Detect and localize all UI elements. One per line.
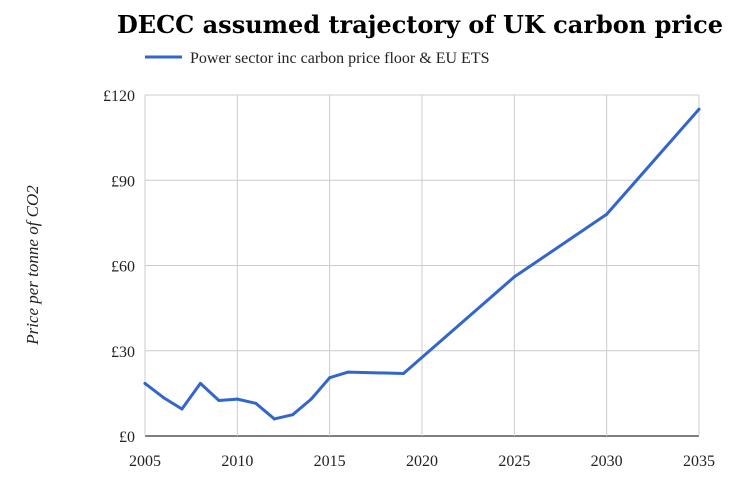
y-tick-label: £120	[103, 88, 135, 105]
y-tick-label: £30	[111, 344, 135, 361]
legend-label: Power sector inc carbon price floor & EU…	[190, 50, 489, 67]
data-point	[512, 275, 516, 279]
series-layer	[143, 107, 701, 421]
data-point	[235, 397, 239, 401]
data-point	[217, 398, 221, 402]
x-tick-label: 2025	[498, 453, 530, 470]
x-tick-label: 2010	[221, 453, 253, 470]
x-axis-ticks: 2005 2010 2015 2020 2025 2030 2035	[129, 453, 715, 470]
data-point	[161, 396, 165, 400]
data-point	[328, 376, 332, 380]
y-tick-label: £0	[119, 429, 135, 446]
data-point	[254, 401, 258, 405]
y-tick-label: £60	[111, 259, 135, 276]
data-point	[180, 407, 184, 411]
data-point	[272, 417, 276, 421]
x-tick-label: 2030	[591, 453, 623, 470]
chart-title: DECC assumed trajectory of UK carbon pri…	[117, 10, 723, 39]
y-axis-ticks: £0 £30 £60 £90 £120	[103, 88, 135, 446]
x-tick-label: 2035	[683, 453, 715, 470]
data-point	[143, 381, 147, 385]
x-tick-label: 2015	[314, 453, 346, 470]
data-point	[697, 107, 701, 111]
data-point	[346, 370, 350, 374]
x-tick-label: 2005	[129, 453, 161, 470]
legend: Power sector inc carbon price floor & EU…	[145, 50, 489, 67]
y-axis-label: Price per tonne of CO2	[23, 185, 42, 346]
data-point	[198, 381, 202, 385]
data-point	[605, 212, 609, 216]
y-tick-label: £90	[111, 173, 135, 190]
x-tick-label: 2020	[406, 453, 438, 470]
series-line	[143, 107, 701, 421]
data-point	[402, 371, 406, 375]
data-point	[309, 397, 313, 401]
gridlines	[144, 94, 700, 437]
data-point	[291, 413, 295, 417]
